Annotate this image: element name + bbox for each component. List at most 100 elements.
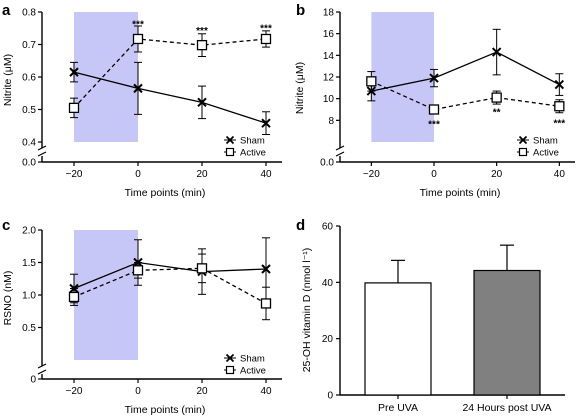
legend-active-label: Active xyxy=(240,148,266,159)
panel-a-y-origin-label: 0.0 xyxy=(22,158,36,169)
panel-a-series-sham-point-stroke xyxy=(197,97,207,108)
panel-b-x-axis-label: Time points (min) xyxy=(420,187,501,199)
panel-b-x-tick-label: 20 xyxy=(491,169,503,180)
panel-letter-d: d xyxy=(296,217,305,234)
panel-b: b Time points (min) Nitrite (μM) 8 10 12 14… xyxy=(294,2,575,199)
legend-active-label: Active xyxy=(533,148,559,159)
panel-a-x-tick-label: 0 xyxy=(135,169,141,180)
panel-a-shaded-region xyxy=(74,12,138,142)
panel-c-y-tick-label: 1.0 xyxy=(22,291,36,302)
panel-b-significance-label: *** xyxy=(553,119,565,130)
panel-a-x-tick-label: 20 xyxy=(196,169,208,180)
panel-c-axis-break-mark xyxy=(37,369,47,375)
panel-d-bar-1 xyxy=(364,282,432,396)
panel-a-significance-label: *** xyxy=(196,26,208,37)
panel-c-y-tick-label: 1.5 xyxy=(22,258,36,269)
panel-c: c Time points (min) RSNO (nM) 0.5 1.0 1.5 2… xyxy=(2,217,282,416)
panel-a-x-axis-label: Time points (min) xyxy=(125,187,206,199)
panel-letter-c: c xyxy=(2,217,10,234)
legend-sham-marker xyxy=(225,353,235,363)
panel-d-bar-2 xyxy=(473,269,541,396)
panel-c-series-sham-line xyxy=(73,261,267,290)
panel-d: d 25-OH vitamin D (nmol l⁻¹) 0 20 40 60 Pre … xyxy=(296,217,565,414)
panel-a-series-sham-point xyxy=(69,67,79,77)
panel-a-y-tick-label: 0.7 xyxy=(22,40,36,51)
panel-c-series-active-point xyxy=(260,298,272,309)
panel-b-series-sham-point-stroke xyxy=(554,79,565,90)
panel-a-series-active-point xyxy=(68,102,80,114)
panel-b-x-tick-label: 0 xyxy=(431,169,437,180)
panel-a-axis-break-mark xyxy=(37,151,47,157)
panel-c-series-sham-point-stroke xyxy=(261,264,271,274)
panel-c-y-tick-label: 2.0 xyxy=(22,226,36,237)
panel-letter-a: a xyxy=(2,2,11,19)
panel-b-series-sham-point xyxy=(554,79,565,90)
panel-b-x-tick-label: 40 xyxy=(554,169,566,180)
panel-b-axis-break-mark xyxy=(335,145,345,151)
panel-d-y-axis-label: 25-OH vitamin D (nmol l⁻¹) xyxy=(301,248,313,373)
panel-b-series-active-line xyxy=(371,80,560,111)
panel-c-series-active-point xyxy=(196,263,208,274)
panel-a-series-sham-point-stroke xyxy=(133,83,143,94)
panel-a-series-sham-line xyxy=(73,71,267,124)
panel-c-x-axis-label: Time points (min) xyxy=(125,404,206,416)
panel-a-series-sham-point xyxy=(133,83,143,94)
panel-b-y-tick-label: 16 xyxy=(323,29,335,40)
panel-d-category-label: 24 Hours post UVA xyxy=(462,402,551,414)
panel-b-y-tick-label: 8 xyxy=(328,116,334,127)
legend-sham-label: Sham xyxy=(240,354,265,365)
panel-b-significance-label: *** xyxy=(428,120,440,131)
panel-a-x-tick-label: 40 xyxy=(260,169,272,180)
panel-a: a Time points (min) Nitrite (μM) 0.4 0.5 0… xyxy=(2,2,282,199)
panel-a-significance-label: *** xyxy=(260,24,272,35)
panel-a-y-tick-label: 0.6 xyxy=(22,73,36,84)
panel-a-significance-label: *** xyxy=(132,19,144,30)
panel-d-y-tick-label: 0 xyxy=(327,391,333,402)
legend-sham-marker xyxy=(518,135,528,145)
panel-b-series-active-point xyxy=(554,101,565,112)
panel-b-y-tick-label: 10 xyxy=(323,94,335,105)
legend-sham-marker xyxy=(225,135,235,145)
panel-b-y-tick-label: 18 xyxy=(323,8,335,19)
panel-c-series-active-point xyxy=(132,265,144,276)
panel-d-y-tick-label: 20 xyxy=(322,334,334,345)
panel-a-series-active-point xyxy=(132,33,144,45)
panel-b-series-active-point xyxy=(428,104,440,115)
panel-d-y-tick-label: 60 xyxy=(322,222,334,233)
panel-c-y-axis-label: RSNO (nM) xyxy=(2,271,14,326)
panel-b-x-tick-label: −20 xyxy=(363,169,380,180)
panel-a-series-active-point xyxy=(196,40,208,51)
panel-d-category-label: Pre UVA xyxy=(378,402,418,414)
panel-c-x-tick-label: 40 xyxy=(260,386,272,397)
panel-a-series-sham-point-stroke xyxy=(261,118,271,128)
panel-b-series-sham-point-stroke xyxy=(429,73,439,83)
panel-a-series-sham-point xyxy=(197,97,207,108)
panel-c-y-origin-label: 0 xyxy=(30,375,36,386)
panel-b-y-origin-label: 0.0 xyxy=(320,158,334,169)
panel-a-series-sham-point-stroke xyxy=(69,67,79,77)
legend-active-label: Active xyxy=(240,366,266,377)
panel-c-shaded-region xyxy=(74,230,138,360)
panel-b-series-sham-point xyxy=(429,73,439,83)
panel-a-series-active-line xyxy=(73,38,267,109)
panel-b-series-sham-point-stroke xyxy=(491,47,502,57)
panel-a-axis-break-mark xyxy=(37,145,47,151)
legend-active-marker xyxy=(518,147,528,157)
panel-c-x-tick-label: 20 xyxy=(196,386,208,397)
panel-b-significance-label: ** xyxy=(493,108,501,119)
panel-a-y-tick-label: 0.8 xyxy=(22,8,36,19)
panel-c-y-tick-label: 0.5 xyxy=(22,323,36,334)
panel-a-series-active-point xyxy=(260,33,272,45)
legend-active-marker xyxy=(225,147,235,157)
panel-a-y-tick-label: 0.5 xyxy=(22,105,36,116)
legend-active-marker xyxy=(225,365,235,375)
panel-b-y-tick-label: 12 xyxy=(323,73,335,84)
panel-d-y-tick-label: 40 xyxy=(322,278,334,289)
panel-a-series-sham-point xyxy=(261,118,271,128)
panel-b-shaded-region xyxy=(371,12,434,142)
panel-b-series-active-point xyxy=(491,92,502,103)
panel-b-series-active-point xyxy=(366,76,377,87)
panel-c-series-active-point xyxy=(68,291,80,303)
panel-b-axis-break-mark xyxy=(335,151,345,157)
